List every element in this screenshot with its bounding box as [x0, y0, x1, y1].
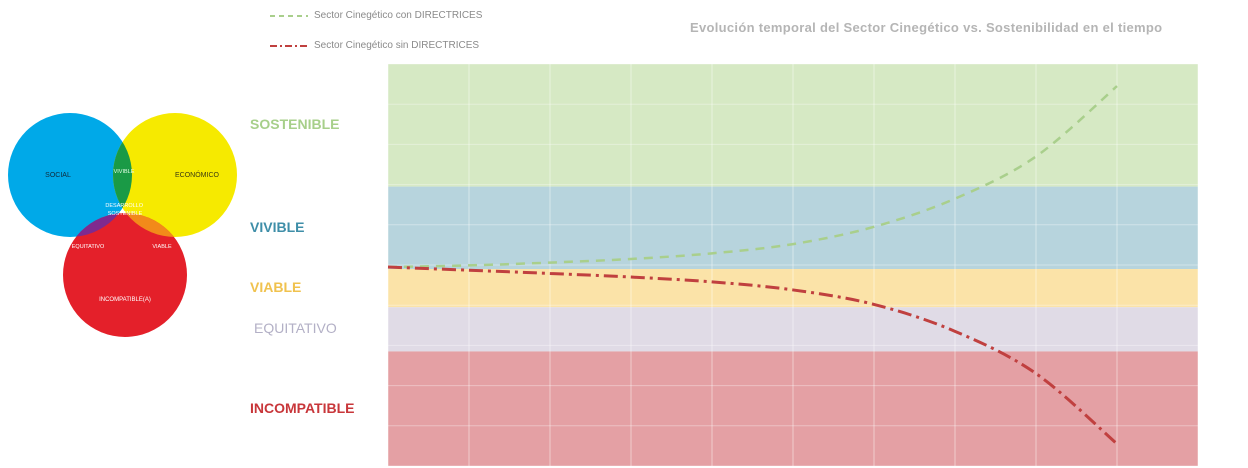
venn-label-viable: VIABLE: [152, 244, 172, 250]
venn-diagram: SOCIAL ECONÓMICO INCOMPATIBLE(A) VIVIBLE…: [8, 113, 237, 337]
venn-label-sostenible: DESARROLLO SOSTENIBLE: [105, 203, 144, 217]
venn-label-economico: ECONÓMICO: [175, 170, 220, 179]
venn-label-equitativo: EQUITATIVO: [72, 244, 105, 250]
legend-swatch-dash-dot: [270, 44, 308, 47]
chart-title: Evolución temporal del Sector Cinegético…: [690, 20, 1163, 35]
venn-label-social: SOCIAL: [45, 172, 71, 179]
band-equitativo: [388, 307, 1198, 352]
band-label-viable: VIABLE: [250, 279, 302, 296]
band-incompatible: [388, 351, 1198, 466]
band-label-vivible: VIVIBLE: [250, 218, 305, 235]
legend-label: Sector Cinegético sin DIRECTRICES: [314, 40, 480, 51]
series-line-sin-directrices: [387, 265, 1118, 446]
series-line-con-directrices: [387, 85, 1118, 269]
band-label-sostenible: SOSTENIBLE: [250, 116, 340, 133]
legend-label: Sector Cinegético con DIRECTRICES: [314, 10, 483, 21]
legend-item-sin-directrices: Sector Cinegético sin DIRECTRICES: [268, 40, 479, 51]
legend-swatch-dash: [270, 14, 308, 17]
venn-label-incompatible: INCOMPATIBLE(A): [99, 297, 151, 303]
band-viable: [388, 269, 1198, 308]
legend-item-con-directrices: Sector Cinegético con DIRECTRICES: [268, 10, 482, 21]
venn-circle-incompatible: [63, 213, 187, 337]
band-vivible: [388, 186, 1198, 270]
venn-circle-social: [8, 113, 132, 237]
venn-label-vivible: VIVIBLE: [114, 169, 135, 175]
band-label-incompatible: INCOMPATIBLE: [250, 399, 355, 416]
band-label-equitativo: EQUITATIVO: [254, 320, 337, 337]
band-sostenible: [388, 64, 1198, 187]
venn-circle-economico: [113, 113, 237, 237]
